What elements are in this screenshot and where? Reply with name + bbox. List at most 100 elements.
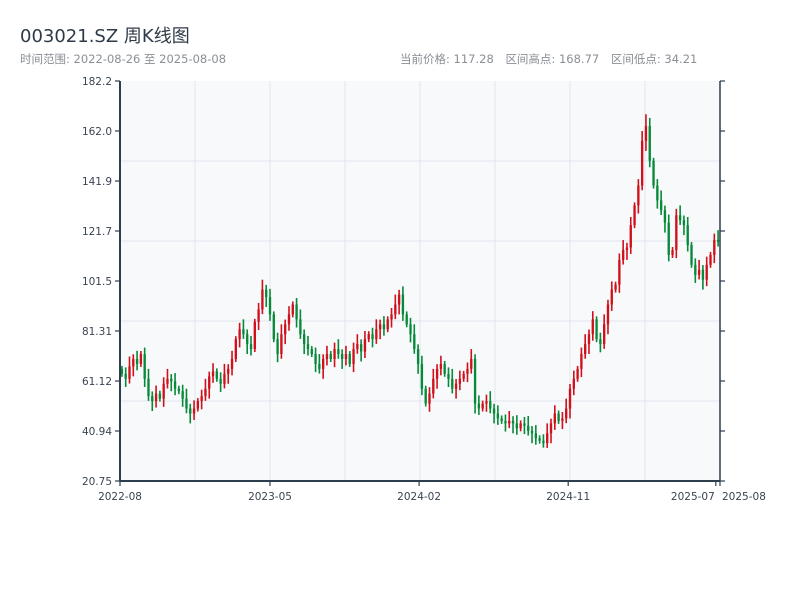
candle <box>709 251 712 268</box>
candle <box>268 288 272 321</box>
candle <box>386 316 389 333</box>
candle <box>318 354 321 374</box>
candle-body <box>458 378 462 384</box>
candle-body <box>648 126 651 161</box>
candle-body <box>215 371 219 379</box>
candle-body <box>189 408 192 414</box>
candle-body <box>314 354 317 364</box>
candle-body <box>196 401 200 409</box>
candle <box>610 281 613 311</box>
candle <box>424 385 427 407</box>
candle <box>671 246 674 258</box>
candle <box>580 347 583 378</box>
candle <box>621 240 625 265</box>
candle-body <box>580 354 583 369</box>
candle-body <box>709 254 712 265</box>
y-tick-label: 141.9 <box>82 176 112 188</box>
candle <box>249 335 253 356</box>
y-tick-label: 101.5 <box>82 276 112 288</box>
candle-body <box>333 349 336 359</box>
candle-body <box>348 354 351 364</box>
candle-body <box>553 413 556 424</box>
candle <box>557 410 560 424</box>
candle-body <box>618 259 621 285</box>
candle <box>166 368 169 389</box>
candle-body <box>242 329 245 335</box>
candle-body <box>363 339 367 352</box>
candle <box>265 284 268 307</box>
candle <box>420 355 424 396</box>
candle <box>678 205 682 225</box>
candle <box>363 330 367 358</box>
candle-body <box>204 388 207 397</box>
candle <box>492 403 496 424</box>
candle-body <box>675 215 678 250</box>
candle-body <box>306 344 310 350</box>
candle <box>170 374 173 392</box>
candle <box>496 405 500 425</box>
candle-body <box>261 289 264 310</box>
candle <box>409 317 412 343</box>
candle-body <box>637 185 640 206</box>
candle <box>238 322 241 348</box>
candle-body <box>299 319 302 335</box>
candle <box>697 259 701 280</box>
candle <box>306 335 310 356</box>
candle-body <box>325 354 329 359</box>
candle <box>314 347 317 373</box>
candle <box>553 405 556 430</box>
candle <box>356 334 359 354</box>
candle <box>481 400 484 412</box>
candle <box>329 351 332 362</box>
candle-body <box>656 185 659 201</box>
candle <box>511 416 515 434</box>
candle <box>477 395 481 415</box>
candle-body <box>162 383 165 399</box>
candle-body <box>614 284 617 290</box>
candle <box>204 378 207 401</box>
candle <box>451 368 454 394</box>
chart-title: 003021.SZ 周K线图 <box>20 26 190 47</box>
candle-body <box>409 324 412 335</box>
candle <box>466 362 469 383</box>
candle-body <box>603 324 606 345</box>
candle <box>162 377 165 407</box>
candle <box>565 398 568 424</box>
candle-body <box>435 368 439 379</box>
candle-body <box>284 324 287 335</box>
candle-body <box>280 334 283 355</box>
candle <box>120 365 124 377</box>
candle <box>439 355 443 376</box>
candle <box>227 364 230 384</box>
candle-body <box>432 378 435 394</box>
candle <box>485 394 488 412</box>
candle <box>629 217 632 254</box>
candle <box>154 385 158 408</box>
candle <box>211 363 215 383</box>
candle-body <box>504 420 507 424</box>
candle <box>713 233 716 264</box>
candle-body <box>686 225 689 246</box>
candle <box>595 316 598 343</box>
candle-body <box>496 413 500 419</box>
candle-body <box>310 349 313 355</box>
candle-body <box>337 349 340 355</box>
candle <box>295 298 298 328</box>
candle <box>644 114 648 151</box>
candle <box>132 354 135 377</box>
candle-body <box>606 304 610 325</box>
candle-body <box>511 420 515 424</box>
candle <box>473 354 477 414</box>
candle <box>352 342 355 373</box>
x-tick-label: 2024-02 <box>397 491 441 503</box>
candle <box>659 190 663 216</box>
candle-body <box>515 423 519 429</box>
candle <box>587 329 591 355</box>
candle <box>405 311 408 328</box>
candle <box>333 342 336 368</box>
candle-body <box>477 403 481 409</box>
candle <box>181 384 184 407</box>
candle-body <box>287 314 291 325</box>
candle <box>128 356 131 384</box>
